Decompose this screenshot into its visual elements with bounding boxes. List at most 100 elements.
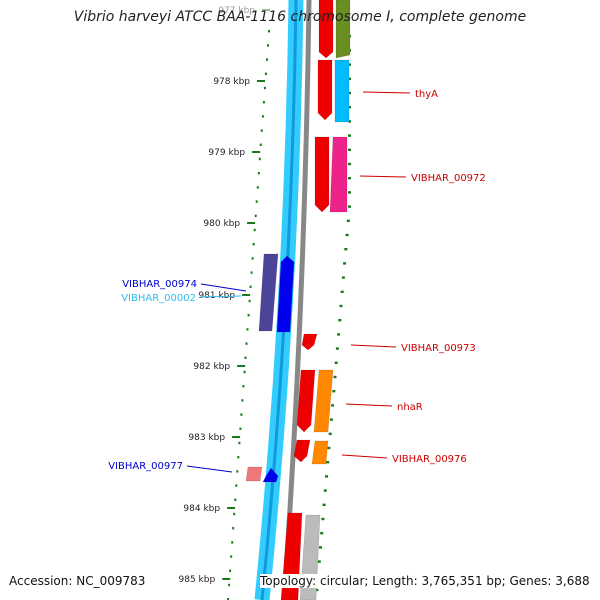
ruler-label: 984 kbp [183,504,220,514]
gc-dot [239,427,242,430]
gc-dot [333,375,337,379]
gene-block-orange [313,369,334,433]
gc-dot [325,475,328,478]
gc-dot [348,134,351,137]
gc-dot [348,177,351,180]
gc-dot [250,271,253,274]
gene-VIBHAR_00972-arrow [314,136,330,213]
gene-arrow-red [318,0,334,59]
gene-label-VIBHAR_00972[interactable]: VIBHAR_00972 [411,173,486,184]
gene-leader-line [200,283,247,292]
gc-dot [231,541,234,544]
topology-text: Topology: circular; Length: 3,765,351 bp… [260,574,590,588]
gc-dot [348,91,351,95]
gene-label-nhaR[interactable]: nhaR [397,402,423,413]
gene-leader-line [341,454,388,459]
gc-dot [248,299,251,303]
gc-dot [337,333,341,336]
features-layer [245,0,351,600]
gc-dot [243,370,246,374]
gene-thyA-arrow [317,59,333,121]
gc-dot [240,413,243,416]
gene-leader-line [350,344,397,348]
gc-dot [242,385,245,388]
gc-dot [348,162,351,166]
gc-dot [253,228,256,232]
gc-dot [348,120,351,123]
gene-label-VIBHAR_00973[interactable]: VIBHAR_00973 [401,343,476,354]
gene-leader-line [345,403,393,407]
gc-dot [331,404,335,407]
gc-dot [246,328,249,331]
gene-labels-layer: thyA VIBHAR_00972 VIBHAR_00973 nhaR VIBHAR_0… [108,89,486,473]
gc-dot [238,441,241,445]
gc-dot [327,446,331,450]
gene-label-VIBHAR_00974[interactable]: VIBHAR_00974 [122,279,197,290]
gc-dot [237,456,240,459]
gc-dot [241,399,244,402]
gc-dot [233,512,236,516]
gene-leader-line [199,295,242,298]
gene-nhaR-arrow [296,369,316,433]
gc-dot [348,148,351,151]
gc-dot [228,583,231,587]
gene-block-orange-2 [311,440,329,465]
gc-dot [328,432,332,435]
gene-block-cyan [334,59,350,123]
gc-dot [345,233,349,237]
gene-leader-line [186,465,233,473]
gc-dot [256,186,259,189]
gc-dot [251,257,254,260]
gc-dot [235,484,238,487]
gene-arrow-blue-2 [262,467,279,483]
gc-dot [234,498,237,501]
gc-dot [344,248,348,251]
ruler-label: 980 kbp [203,219,240,229]
gene-label-VIBHAR_00002[interactable]: VIBHAR_00002 [121,293,196,304]
gc-dot [323,489,327,492]
gc-dot [338,319,342,322]
gc-dot [257,172,260,175]
gc-dot [326,461,330,464]
gc-dot [230,555,233,558]
gc-dot [321,517,325,521]
gc-dot [335,347,339,350]
gc-dot [341,276,345,279]
gene-block-pink [329,136,348,213]
gene-leader-line [359,175,407,178]
gc-dot [260,129,263,132]
gc-dot [317,560,321,563]
ruler-label: 983 kbp [188,433,225,443]
gc-dot [263,86,266,90]
gene-label-thyA[interactable]: thyA [415,89,438,100]
gc-dot [259,143,262,146]
gc-dot [262,101,265,104]
gc-dot [236,470,239,473]
map-title: Vibrio harveyi ATCC BAA-1116 chromosome … [73,9,527,25]
ruler-layer: 977 kbp 978 kbp 979 kbp 980 kbp 981 kbp 982 k… [179,6,270,585]
gene-label-VIBHAR_00977[interactable]: VIBHAR_00977 [108,461,183,472]
gc-dot [320,532,324,535]
gene-label-VIBHAR_00976[interactable]: VIBHAR_00976 [392,454,467,465]
ruler-label: 978 kbp [213,77,250,87]
gene-VIBHAR_00977-block [245,466,263,482]
gc-dot [227,598,230,600]
gc-dot [332,390,336,393]
gc-dot [339,304,343,308]
gc-dot [258,157,261,161]
ruler-label: 985 kbp [179,575,216,585]
gc-dot [255,200,258,203]
gc-dot [322,503,326,506]
gc-dot [348,63,351,66]
gc-dot [261,115,264,118]
gc-dot [232,527,235,530]
gene-VIBHAR_00973-arrow [301,333,318,351]
gc-dots-layer [227,30,351,600]
gc-dot [329,418,333,421]
gc-dot [244,356,247,359]
gc-dot [348,77,351,80]
gc-dot [319,546,322,549]
gc-dot [266,58,268,61]
ruler-label: 979 kbp [208,148,245,158]
